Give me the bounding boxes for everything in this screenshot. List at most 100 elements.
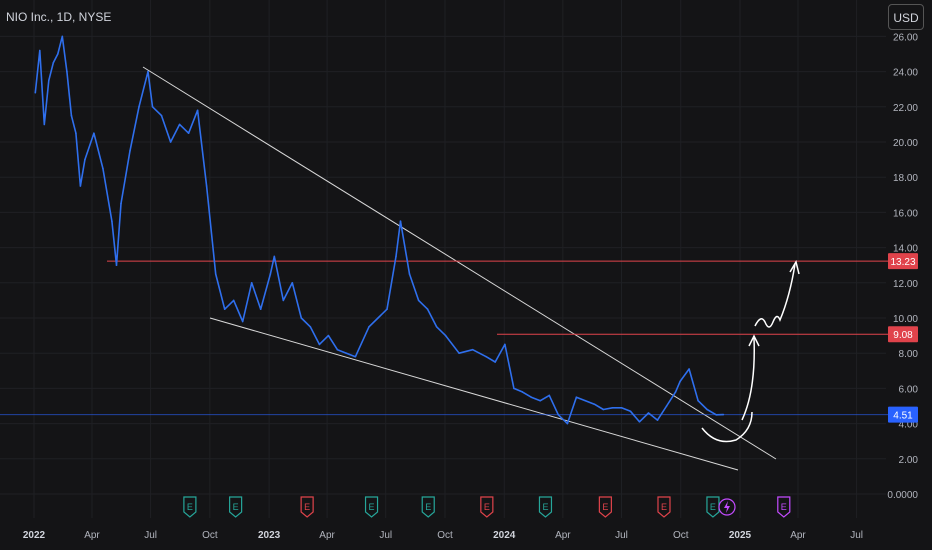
ticker-title: NIO Inc., 1D, NYSE — [6, 10, 112, 24]
earnings-marker-label: E — [425, 502, 431, 512]
y-tick-label: 18.00 — [893, 173, 918, 184]
earnings-marker — [300, 496, 314, 518]
price-point — [61, 35, 64, 38]
y-tick-label: 14.00 — [893, 244, 918, 255]
currency-button[interactable]: USD — [888, 4, 924, 30]
x-tick-label: 2025 — [729, 530, 752, 541]
trendlines — [142, 66, 777, 471]
price-point — [232, 299, 235, 302]
price-point — [539, 399, 542, 402]
earnings-marker — [538, 496, 553, 518]
x-axis: 2022 Apr Jul Oct 2023 Apr Jul Oct 2024 Apr Jul Oct 2… — [23, 530, 863, 541]
x-tick-label: Apr — [319, 530, 335, 541]
price-point — [169, 141, 172, 143]
projection-arrow-2 — [754, 263, 796, 328]
price-point — [336, 348, 339, 351]
earnings-marker-label: E — [187, 502, 193, 512]
price-levels — [0, 260, 888, 416]
price-point — [48, 79, 50, 82]
price-point — [129, 150, 131, 152]
price-label-bg — [888, 406, 918, 423]
price-point — [115, 264, 118, 267]
y-tick-label: 20.00 — [893, 138, 918, 149]
earnings-marker-label: E — [369, 502, 375, 512]
price-point — [548, 394, 551, 397]
price-point — [66, 70, 68, 73]
price-point — [584, 399, 587, 402]
earnings-marker — [706, 496, 720, 518]
price-point — [269, 273, 272, 275]
price-series — [34, 35, 725, 425]
price-point — [629, 410, 632, 413]
y-axis: 26.00 24.00 22.00 20.00 18.00 16.00 14.00 12.00… — [887, 32, 918, 501]
price-point — [620, 407, 623, 409]
y-tick-label: 6.00 — [899, 384, 919, 395]
price-point — [345, 352, 348, 355]
price-point — [151, 106, 154, 108]
price-point — [34, 91, 37, 94]
cup-curve — [701, 411, 753, 443]
x-tick-label: Jul — [615, 530, 628, 541]
x-tick-label: Oct — [437, 530, 453, 541]
x-tick-label: Apr — [555, 530, 571, 541]
x-tick-label: Jul — [379, 530, 392, 541]
earnings-marker — [183, 496, 197, 518]
price-point — [697, 399, 699, 402]
price-point — [57, 53, 59, 55]
price-label-bg — [888, 253, 918, 270]
price-point — [318, 343, 321, 346]
earnings-marker-label: E — [710, 502, 716, 512]
price-point — [521, 391, 524, 393]
earnings-marker-label: E — [233, 502, 239, 512]
price-point — [674, 391, 677, 393]
price-point — [458, 352, 460, 355]
x-tick-label: Oct — [673, 530, 689, 541]
price-point — [566, 422, 569, 425]
price-point — [638, 421, 641, 423]
price-point — [395, 255, 397, 258]
price-point — [715, 414, 717, 416]
price-point — [656, 419, 659, 421]
price-point — [327, 334, 330, 337]
price-point — [43, 123, 46, 126]
price-point — [111, 220, 113, 222]
y-tick-label: 16.00 — [893, 208, 918, 219]
price-point — [408, 273, 411, 275]
earnings-marker — [421, 496, 435, 518]
price-point — [300, 317, 303, 319]
earnings-marker-label: E — [484, 502, 490, 512]
y-tick-label: 2.00 — [899, 455, 919, 466]
price-point — [557, 414, 560, 416]
upper-trendline — [142, 66, 777, 460]
price-point — [120, 202, 122, 205]
y-tick-label: 4.00 — [899, 420, 919, 431]
y-tick-label: 26.00 — [893, 32, 918, 43]
price-point — [444, 334, 447, 337]
earnings-marker-label: E — [602, 502, 608, 512]
price-point — [282, 299, 285, 302]
price-point — [679, 380, 681, 383]
price-label-bg — [888, 326, 918, 343]
price-point — [214, 273, 217, 275]
y-tick-label: 10.00 — [893, 314, 918, 325]
y-tick-label: 8.00 — [899, 349, 919, 360]
x-tick-label: Jul — [144, 530, 157, 541]
price-point — [241, 320, 244, 323]
grid-lines — [0, 0, 886, 518]
price-point — [722, 413, 725, 416]
price-line — [34, 35, 724, 425]
price-point — [75, 132, 77, 134]
price-point — [93, 132, 95, 134]
price-point — [84, 158, 86, 161]
price-point — [706, 408, 708, 411]
y-tick-label: 0.0000 — [887, 490, 918, 501]
split-marker — [718, 498, 736, 516]
price-label: 4.51 — [893, 411, 913, 422]
x-tick-label: 2023 — [258, 530, 281, 541]
x-tick-label: Apr — [790, 530, 806, 541]
earnings-marker-label: E — [781, 502, 787, 512]
price-point — [513, 387, 515, 390]
